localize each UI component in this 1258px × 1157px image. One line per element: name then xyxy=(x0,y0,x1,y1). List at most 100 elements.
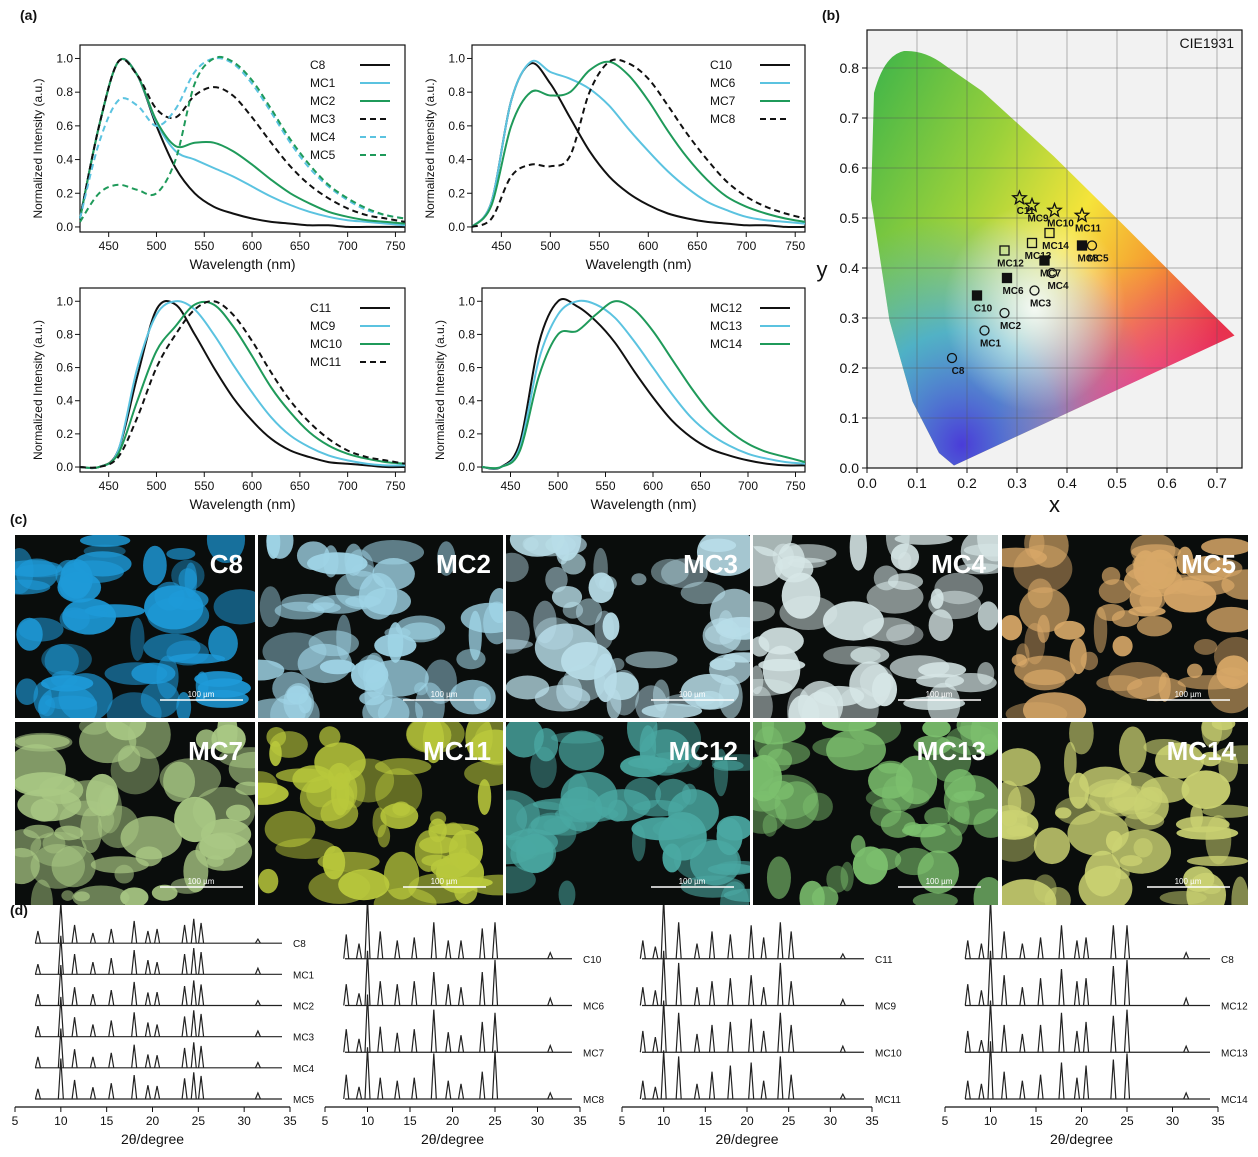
crystal-blob xyxy=(779,544,837,563)
peak xyxy=(1001,931,1008,959)
x-tick-label: 10 xyxy=(361,1114,375,1128)
scale-bar-label: 100 µm xyxy=(188,877,215,886)
crystal-blob xyxy=(913,735,952,756)
x-tick-label: 600 xyxy=(242,479,262,493)
point xyxy=(1046,201,1063,218)
point-label: MC7 xyxy=(1040,269,1062,280)
peak xyxy=(1183,1044,1190,1053)
x-tick-label: 700 xyxy=(338,239,358,253)
series-line xyxy=(79,57,406,227)
peak xyxy=(748,1018,755,1053)
peak xyxy=(708,931,716,959)
micrograph-label: MC11 xyxy=(423,736,491,766)
crystal-blob xyxy=(296,541,330,571)
crystal-blob xyxy=(889,655,950,680)
crystal-blob xyxy=(154,581,185,611)
peak xyxy=(1037,1074,1044,1100)
series-line xyxy=(79,300,406,470)
trace-label: C8 xyxy=(293,939,306,950)
crystal-blob xyxy=(822,601,884,641)
peak xyxy=(978,990,985,1006)
peak xyxy=(144,930,152,944)
peak xyxy=(131,920,138,944)
peak xyxy=(34,930,42,944)
peak xyxy=(1123,925,1131,959)
crystal-blob xyxy=(1155,742,1205,779)
peak xyxy=(108,1052,115,1068)
crystal-blob xyxy=(1215,745,1248,765)
peak xyxy=(479,928,486,959)
peak xyxy=(355,993,363,1006)
x-axis-label: Wavelength (nm) xyxy=(189,496,295,512)
peak xyxy=(675,962,682,1006)
peak xyxy=(639,940,646,959)
crystal-blob xyxy=(1069,638,1087,675)
x-tick-label: 25 xyxy=(192,1114,206,1128)
crystal-blob xyxy=(650,558,689,585)
peak xyxy=(777,962,784,1006)
peak xyxy=(1073,1077,1081,1100)
y-tick-label: 1.0 xyxy=(458,294,475,308)
peak xyxy=(788,1074,795,1100)
micrograph: MC4 100 µm xyxy=(753,535,998,718)
peak xyxy=(108,1020,115,1037)
y-tick-label: 0.6 xyxy=(458,361,475,375)
x-tick-label: 550 xyxy=(194,479,214,493)
crystal-blob xyxy=(1115,868,1130,880)
peak xyxy=(153,1055,161,1068)
crystal-blob xyxy=(652,679,670,712)
point-label: MC2 xyxy=(1000,321,1022,332)
scale-bar-label: 100 µm xyxy=(679,877,706,886)
y-axis-label: Normalized Intensity (a.u.) xyxy=(423,78,437,218)
legend-label: MC3 xyxy=(310,112,336,126)
peak xyxy=(108,990,115,1006)
y-tick-label: 0.6 xyxy=(56,119,73,133)
crystal-blob xyxy=(338,869,390,901)
peak xyxy=(1037,937,1044,959)
peak xyxy=(394,940,401,959)
peak xyxy=(197,951,205,975)
peak xyxy=(377,1077,384,1100)
peak xyxy=(57,935,64,975)
peak xyxy=(181,985,188,1006)
crystal-blob xyxy=(44,643,79,679)
crystal-blob xyxy=(135,846,163,867)
crystal-blob xyxy=(575,598,603,626)
peak xyxy=(1001,1024,1008,1053)
y-tick-label: 0.6 xyxy=(56,361,73,375)
crystal-blob xyxy=(206,535,246,563)
crystal-blob xyxy=(506,639,533,650)
series-line xyxy=(79,300,406,469)
crystal-blob xyxy=(917,850,960,894)
peak xyxy=(727,1021,734,1053)
peak xyxy=(788,931,795,959)
peak xyxy=(964,984,971,1006)
peak xyxy=(131,1044,138,1068)
peak xyxy=(254,1091,261,1100)
y-tick-label: 0.0 xyxy=(458,460,475,474)
crystal-blob xyxy=(79,535,131,547)
peak xyxy=(839,1044,846,1053)
crystal-blob xyxy=(813,685,865,707)
crystal-blob xyxy=(131,662,176,685)
scale-bar-label: 100 µm xyxy=(1175,877,1202,886)
point xyxy=(1086,240,1098,251)
micrograph-label: MC7 xyxy=(188,736,243,766)
point xyxy=(1076,240,1088,251)
peak xyxy=(144,1022,152,1037)
crystal-blob xyxy=(15,678,39,706)
micrograph: MC14 100 µm xyxy=(1002,722,1248,905)
crystal-blob xyxy=(374,758,432,776)
crystal-blob xyxy=(178,568,197,591)
crystal-blob xyxy=(83,544,126,558)
point xyxy=(1001,272,1013,284)
x-tick-label: 25 xyxy=(488,1114,502,1128)
crystal-blob xyxy=(323,545,339,578)
peak xyxy=(190,1042,197,1068)
crystal-blob xyxy=(392,801,411,816)
x-tick-label: 15 xyxy=(403,1114,417,1128)
crystal-blob xyxy=(711,754,750,771)
point-label: MC9 xyxy=(1027,214,1049,225)
x-tick-label: 15 xyxy=(1029,1114,1043,1128)
y-tick-label: 0.2 xyxy=(56,186,73,200)
